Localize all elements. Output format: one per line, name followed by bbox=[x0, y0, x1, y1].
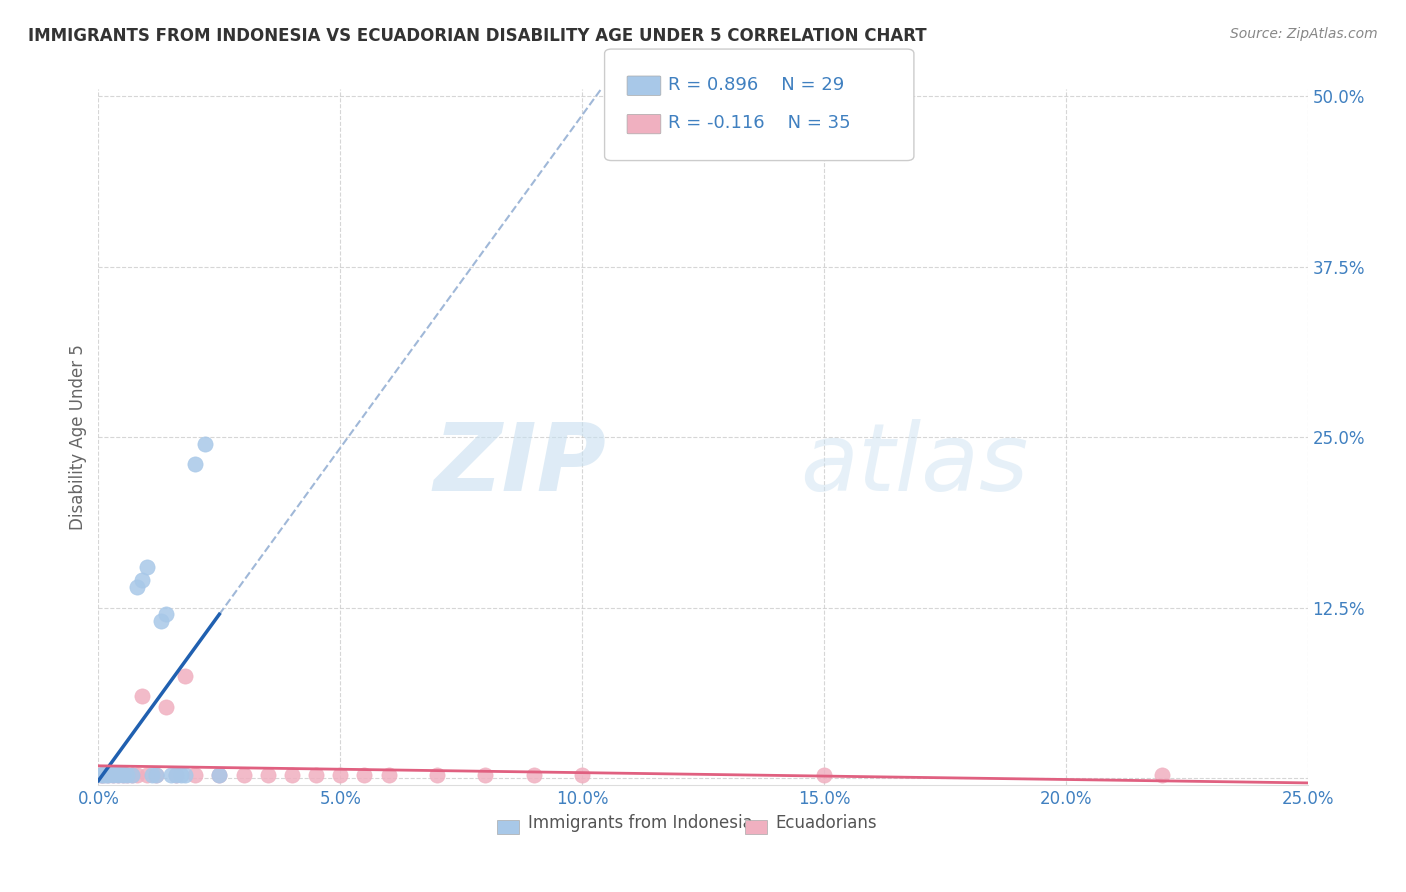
Point bbox=[174, 768, 197, 782]
Text: ZIP: ZIP bbox=[433, 419, 606, 511]
Point bbox=[523, 768, 546, 782]
Point bbox=[208, 768, 231, 782]
Point bbox=[329, 768, 352, 782]
Point bbox=[97, 767, 120, 781]
Point bbox=[107, 768, 129, 782]
Point bbox=[117, 768, 139, 782]
Point bbox=[117, 768, 139, 782]
Point bbox=[135, 559, 157, 574]
Bar bbox=[498, 820, 519, 834]
Point bbox=[145, 768, 167, 782]
Point bbox=[107, 767, 129, 781]
Point bbox=[474, 768, 496, 782]
Point bbox=[165, 768, 187, 782]
Point bbox=[281, 768, 304, 782]
Point bbox=[91, 768, 114, 782]
Point bbox=[353, 768, 375, 782]
Point bbox=[111, 767, 134, 781]
Point bbox=[813, 768, 835, 782]
Point bbox=[90, 768, 112, 782]
Point bbox=[127, 580, 149, 594]
Point bbox=[101, 767, 124, 781]
Point bbox=[165, 768, 187, 782]
Point bbox=[256, 768, 278, 782]
Point bbox=[377, 768, 399, 782]
Point bbox=[91, 768, 114, 782]
Point bbox=[91, 767, 114, 781]
Point bbox=[305, 768, 328, 782]
Text: atlas: atlas bbox=[800, 419, 1028, 510]
Point bbox=[97, 768, 120, 782]
Point bbox=[184, 768, 207, 782]
Point bbox=[131, 574, 153, 588]
Point bbox=[174, 669, 197, 683]
Text: R = 0.896    N = 29: R = 0.896 N = 29 bbox=[668, 76, 844, 94]
Text: Ecuadorians: Ecuadorians bbox=[776, 814, 877, 832]
Point bbox=[426, 768, 449, 782]
Text: R = -0.116    N = 35: R = -0.116 N = 35 bbox=[668, 114, 851, 132]
Point bbox=[135, 768, 157, 782]
Point bbox=[232, 768, 254, 782]
Point bbox=[101, 768, 124, 782]
Point bbox=[145, 768, 167, 782]
Point bbox=[121, 768, 143, 782]
Point bbox=[94, 768, 117, 782]
Text: IMMIGRANTS FROM INDONESIA VS ECUADORIAN DISABILITY AGE UNDER 5 CORRELATION CHART: IMMIGRANTS FROM INDONESIA VS ECUADORIAN … bbox=[28, 27, 927, 45]
Y-axis label: Disability Age Under 5: Disability Age Under 5 bbox=[69, 344, 87, 530]
Point bbox=[97, 767, 120, 781]
Point bbox=[127, 768, 149, 782]
Point bbox=[1152, 768, 1174, 782]
Point bbox=[91, 767, 114, 781]
Point bbox=[571, 768, 593, 782]
Point bbox=[194, 437, 217, 451]
Point bbox=[101, 768, 124, 782]
Point bbox=[184, 458, 207, 472]
Point bbox=[155, 700, 177, 714]
Point bbox=[111, 768, 134, 782]
Point bbox=[97, 765, 120, 780]
Text: Immigrants from Indonesia: Immigrants from Indonesia bbox=[527, 814, 752, 832]
Point bbox=[107, 767, 129, 781]
Text: Source: ZipAtlas.com: Source: ZipAtlas.com bbox=[1230, 27, 1378, 41]
Point bbox=[90, 768, 112, 782]
Point bbox=[150, 614, 173, 628]
Point bbox=[131, 690, 153, 704]
Point bbox=[107, 768, 129, 782]
Point bbox=[169, 768, 191, 782]
Point bbox=[160, 768, 183, 782]
Point bbox=[111, 767, 134, 781]
Point bbox=[155, 607, 177, 622]
Point bbox=[101, 767, 124, 781]
Point bbox=[121, 768, 143, 782]
Point bbox=[97, 768, 120, 782]
Bar bbox=[745, 820, 768, 834]
Point bbox=[141, 768, 163, 782]
Point bbox=[111, 768, 134, 782]
Point bbox=[208, 768, 231, 782]
